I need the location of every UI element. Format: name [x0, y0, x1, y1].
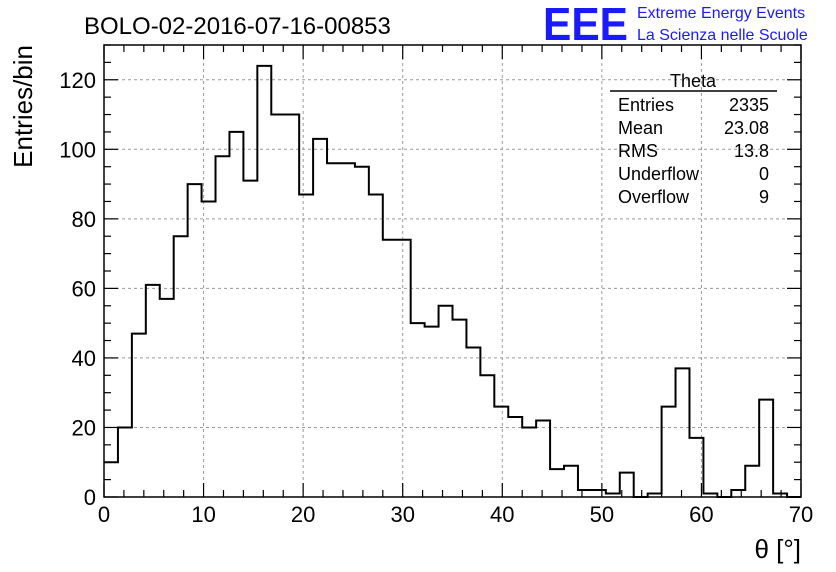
histogram-bin — [439, 306, 453, 497]
logo-line1: Extreme Energy Events — [637, 5, 805, 22]
stats-label: Entries — [618, 95, 674, 115]
histogram-bin — [160, 299, 174, 497]
stats-value: 0 — [759, 164, 769, 184]
stats-label: Overflow — [618, 187, 690, 207]
histogram-bin — [229, 132, 243, 497]
histogram-bin — [285, 115, 299, 497]
histogram-bin — [466, 347, 480, 497]
histogram-bin — [662, 407, 676, 497]
histogram-bin — [118, 427, 132, 497]
histogram-bin — [411, 323, 425, 497]
histogram-bin — [355, 167, 369, 497]
histogram-bin — [257, 66, 271, 497]
histogram-bin — [522, 427, 536, 497]
x-tick-label: 50 — [590, 502, 614, 527]
y-tick-label: 40 — [72, 346, 96, 371]
histogram-bin — [299, 195, 313, 497]
y-tick-labels: 0 20 40 60 80 100 120 — [59, 68, 96, 510]
histogram-bins — [104, 66, 787, 497]
x-tick-label: 30 — [390, 502, 414, 527]
y-tick-label: 20 — [72, 415, 96, 440]
histogram-bin — [216, 156, 230, 497]
stats-box: Theta Entries 2335 Mean 23.08 RMS 13.8 Underfl… — [610, 71, 777, 207]
x-axis-title: θ [°] — [754, 534, 801, 564]
histogram-bin — [731, 490, 745, 497]
eee-logo: EEE Extreme Energy Events La Scienza nel… — [543, 0, 808, 50]
histogram-bin — [383, 240, 397, 497]
histogram-bin — [369, 195, 383, 497]
histogram-bin — [174, 236, 188, 497]
histogram-bin — [453, 320, 467, 497]
y-tick-label: 80 — [72, 207, 96, 232]
y-axis-title: Entries/bin — [8, 45, 38, 168]
x-tick-label: 40 — [490, 502, 514, 527]
x-tick-label: 0 — [98, 502, 110, 527]
x-tick-label: 70 — [789, 502, 813, 527]
y-tick-label: 60 — [72, 276, 96, 301]
histogram-bin — [327, 163, 341, 497]
histogram-bin — [271, 115, 285, 497]
axis-ticks — [103, 44, 802, 498]
histogram-bin — [243, 181, 257, 497]
plot-frame — [103, 44, 802, 498]
logo-line2: La Scienza nelle Scuole — [637, 27, 808, 44]
y-tick-label: 120 — [59, 68, 96, 93]
stats-value: 13.8 — [734, 141, 769, 161]
stats-label: Mean — [618, 118, 663, 138]
x-tick-labels: 0 10 20 30 40 50 60 70 — [98, 502, 813, 527]
histogram-bin — [508, 417, 522, 497]
histogram-bin — [397, 240, 411, 497]
y-tick-label: 100 — [59, 137, 96, 162]
histogram-bin — [425, 327, 439, 497]
stats-value: 23.08 — [724, 118, 769, 138]
stats-value: 9 — [759, 187, 769, 207]
histogram-bin — [146, 285, 160, 497]
y-tick-label: 0 — [84, 485, 96, 510]
histogram-bin — [188, 184, 202, 497]
x-tick-label: 10 — [191, 502, 215, 527]
histogram-bin — [676, 368, 690, 497]
grid-lines — [104, 45, 801, 497]
histogram-bin — [132, 334, 146, 497]
stats-label: RMS — [618, 141, 658, 161]
histogram-bin — [341, 163, 355, 497]
stats-rows: Entries 2335 Mean 23.08 RMS 13.8 Underflow 0 Ove… — [618, 95, 769, 207]
histogram-bin — [480, 375, 494, 497]
histogram-bin — [494, 407, 508, 497]
histogram-bin — [313, 139, 327, 497]
x-tick-label: 60 — [689, 502, 713, 527]
histogram-bin — [745, 466, 759, 497]
logo-mark: EEE — [543, 0, 628, 50]
histogram-bin — [564, 466, 578, 497]
histogram-outline — [104, 64, 801, 498]
x-tick-label: 20 — [291, 502, 315, 527]
chart-title: BOLO-02-2016-07-16-00853 — [84, 13, 391, 40]
histogram-bin — [592, 490, 606, 497]
histogram-bin — [578, 490, 592, 497]
stats-value: 2335 — [729, 95, 769, 115]
stats-label: Underflow — [618, 164, 700, 184]
histogram-bin — [759, 400, 773, 497]
stats-name: Theta — [670, 71, 717, 91]
histogram-bin — [536, 421, 550, 497]
